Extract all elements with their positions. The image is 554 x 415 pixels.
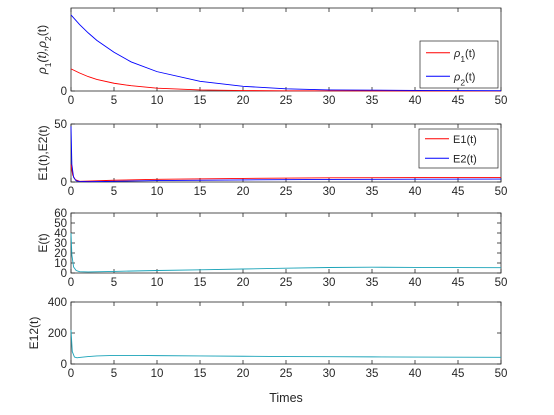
x-tick-label: 35 (366, 186, 379, 198)
x-tick-label: 15 (194, 368, 207, 380)
series-line-1 (70, 329, 502, 359)
legend: ρ1(t) ρ2(t) (419, 40, 499, 89)
y-tick-label: 50 (54, 119, 67, 131)
x-tick-label: 5 (111, 277, 117, 289)
x-tick-label: 45 (452, 95, 465, 107)
panel-4: 0 5 10 15 20 25 30 35 40 45 50 0 200 400 E12(t) Times (27, 297, 507, 405)
x-tick-label: 25 (280, 186, 293, 198)
x-tick-label: 45 (452, 186, 465, 198)
y-tick-label: 50 (54, 218, 67, 230)
axes-box (70, 301, 502, 365)
x-tick-label: 10 (151, 277, 164, 289)
y-tick-label: 40 (54, 228, 67, 240)
x-tick-label: 10 (151, 186, 164, 198)
axes-box (70, 212, 502, 274)
y-tick-label: 60 (54, 208, 67, 220)
legend-box (418, 128, 499, 169)
x-tick-label: 25 (280, 95, 293, 107)
x-tick-label: 0 (68, 368, 74, 380)
x-tick-label: 50 (495, 95, 508, 107)
x-tick-label: 35 (366, 368, 379, 380)
x-tick-label: 0 (68, 277, 74, 289)
x-tick-label: 50 (495, 186, 508, 198)
x-tick-label: 25 (280, 277, 293, 289)
legend-label: E2(t) (453, 153, 477, 165)
y-axis-label: ρ1(t),ρ2(t) (35, 25, 53, 75)
y-tick-label: 400 (48, 297, 67, 309)
y-tick-label: 0 (61, 359, 67, 371)
legend-label: ρ1(t) (453, 48, 475, 64)
y-tick-label: 10 (54, 258, 67, 270)
legend: E1(t) E2(t) (418, 128, 499, 169)
y-tick-label: 0 (61, 268, 67, 280)
y-tick-label: 200 (48, 328, 67, 340)
x-tick-label: 30 (323, 186, 336, 198)
y-tick-label: 0 (61, 177, 67, 189)
x-tick-label: 15 (194, 186, 207, 198)
x-tick-label: 5 (111, 95, 117, 107)
x-tick-label: 50 (495, 277, 508, 289)
x-tick-label: 50 (495, 368, 508, 380)
y-axis-label: E(t) (36, 233, 50, 252)
x-tick-label: 20 (237, 95, 250, 107)
x-tick-label: 30 (323, 277, 336, 289)
y-tick-label: 0 (61, 86, 67, 98)
x-tick-label: 25 (280, 368, 293, 380)
y-tick-label: 30 (54, 238, 67, 250)
x-tick-label: 5 (111, 368, 117, 380)
y-tick-label: 20 (54, 248, 67, 260)
x-tick-label: 15 (194, 95, 207, 107)
x-axis-label: Times (269, 391, 303, 405)
series-line-1 (70, 68, 502, 92)
x-tick-label: 20 (237, 368, 250, 380)
x-tick-label: 40 (409, 95, 422, 107)
x-tick-label: 40 (409, 186, 422, 198)
x-tick-label: 0 (68, 95, 74, 107)
x-tick-label: 0 (68, 186, 74, 198)
y-axis-label: E1(t),E2(t) (36, 125, 50, 180)
legend-label: E1(t) (453, 134, 477, 146)
x-tick-label: 20 (237, 277, 250, 289)
x-tick-label: 15 (194, 277, 207, 289)
y-axis-label: E12(t) (27, 317, 41, 350)
legend-label: ρ2(t) (453, 71, 475, 87)
x-tick-label: 10 (151, 95, 164, 107)
x-tick-label: 10 (151, 368, 164, 380)
x-tick-label: 20 (237, 186, 250, 198)
x-tick-label: 40 (409, 277, 422, 289)
x-tick-label: 35 (366, 95, 379, 107)
x-tick-label: 30 (323, 368, 336, 380)
x-tick-label: 45 (452, 368, 465, 380)
x-tick-label: 35 (366, 277, 379, 289)
x-tick-label: 5 (111, 186, 117, 198)
legend-box (419, 40, 499, 89)
panel-1: 0 5 10 15 20 25 30 35 40 45 50 0 ρ1(t),ρ2(t) ρ1(t) ρ2(… (35, 7, 508, 107)
series-line-2 (70, 126, 502, 183)
x-tick-label: 40 (409, 368, 422, 380)
x-tick-label: 30 (323, 95, 336, 107)
series-line-2 (70, 14, 502, 92)
x-tick-label: 45 (452, 277, 465, 289)
series-line-1 (70, 232, 502, 273)
